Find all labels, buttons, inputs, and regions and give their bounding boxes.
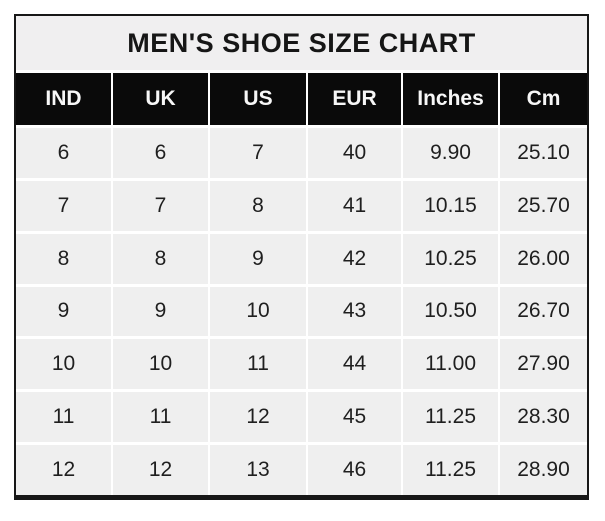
column-header-inches: Inches (403, 73, 498, 125)
column-header-ind: IND (16, 73, 111, 125)
table-cell: 26.00 (500, 233, 587, 284)
table-cell: 10.50 (403, 286, 498, 337)
table-cell: 12 (16, 445, 111, 495)
table-cell: 45 (308, 392, 401, 443)
table-cell: 8 (210, 180, 306, 231)
table-cell: 28.90 (500, 445, 587, 495)
table-cell: 11 (16, 392, 111, 443)
table-cell: 11 (210, 339, 306, 390)
table-cell: 10 (113, 339, 208, 390)
table-cell: 42 (308, 233, 401, 284)
table-cell: 25.70 (500, 180, 587, 231)
column-header-us: US (210, 73, 306, 125)
table-cell: 44 (308, 339, 401, 390)
table-cell: 10.15 (403, 180, 498, 231)
table-cell: 41 (308, 180, 401, 231)
table-cell: 9 (210, 233, 306, 284)
table-cell: 9.90 (403, 128, 498, 178)
table-cell: 9 (16, 286, 111, 337)
table-cell: 11.25 (403, 392, 498, 443)
table-cell: 43 (308, 286, 401, 337)
table-cell: 11 (113, 392, 208, 443)
table-cell: 40 (308, 128, 401, 178)
table-cell: 9 (113, 286, 208, 337)
table-cell: 10.25 (403, 233, 498, 284)
table-cell: 7 (16, 180, 111, 231)
table-cell: 6 (16, 128, 111, 178)
table-cell: 6 (113, 128, 208, 178)
table-cell: 7 (113, 180, 208, 231)
table-cell: 11.00 (403, 339, 498, 390)
column-header-uk: UK (113, 73, 208, 125)
table-cell: 13 (210, 445, 306, 495)
column-header-eur: EUR (308, 73, 401, 125)
table-cell: 25.10 (500, 128, 587, 178)
table-cell: 28.30 (500, 392, 587, 443)
shoe-size-table: MEN'S SHOE SIZE CHART IND UK US EUR Inch… (14, 14, 589, 500)
shoe-size-grid: MEN'S SHOE SIZE CHART IND UK US EUR Inch… (16, 16, 587, 495)
column-header-cm: Cm (500, 73, 587, 125)
table-cell: 10 (210, 286, 306, 337)
table-cell: 10 (16, 339, 111, 390)
table-cell: 11.25 (403, 445, 498, 495)
table-cell: 46 (308, 445, 401, 495)
table-cell: 12 (210, 392, 306, 443)
table-cell: 12 (113, 445, 208, 495)
table-cell: 7 (210, 128, 306, 178)
table-cell: 26.70 (500, 286, 587, 337)
table-cell: 8 (16, 233, 111, 284)
table-cell: 8 (113, 233, 208, 284)
page-title: MEN'S SHOE SIZE CHART (16, 16, 587, 70)
table-cell: 27.90 (500, 339, 587, 390)
